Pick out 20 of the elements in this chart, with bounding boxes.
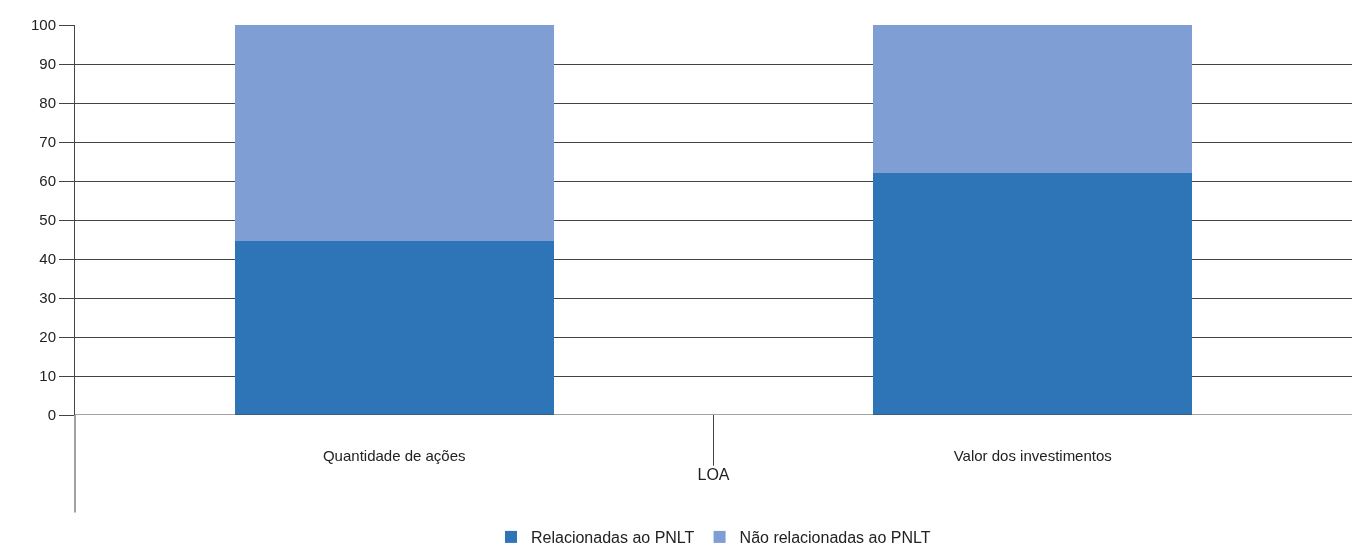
y-tick-label: 20 — [39, 328, 56, 346]
y-tick-label: 80 — [39, 94, 56, 112]
y-tick-label: 0 — [47, 406, 56, 424]
bar — [873, 25, 1193, 173]
bar — [234, 25, 554, 242]
legend-label: Não relacionadas ao PNLT — [739, 529, 931, 547]
y-tick-label: 30 — [39, 289, 56, 307]
x-tick-label: Quantidade de ações — [322, 447, 466, 464]
x-tick-label: Valor dos investimentos — [953, 447, 1112, 464]
y-tick-label: 40 — [39, 250, 56, 268]
y-tick-label: 70 — [39, 133, 56, 151]
y-tick-label: 60 — [39, 172, 56, 190]
y-tick-label: 50 — [39, 211, 56, 229]
y-tick-label: 90 — [39, 55, 56, 73]
legend-label: Relacionadas ao PNLT — [531, 529, 695, 547]
y-tick-label: 100 — [30, 16, 56, 34]
bar — [234, 241, 554, 415]
y-tick-label: 10 — [39, 367, 56, 385]
bar — [873, 172, 1193, 415]
x-axis-title: LOA — [697, 465, 730, 483]
